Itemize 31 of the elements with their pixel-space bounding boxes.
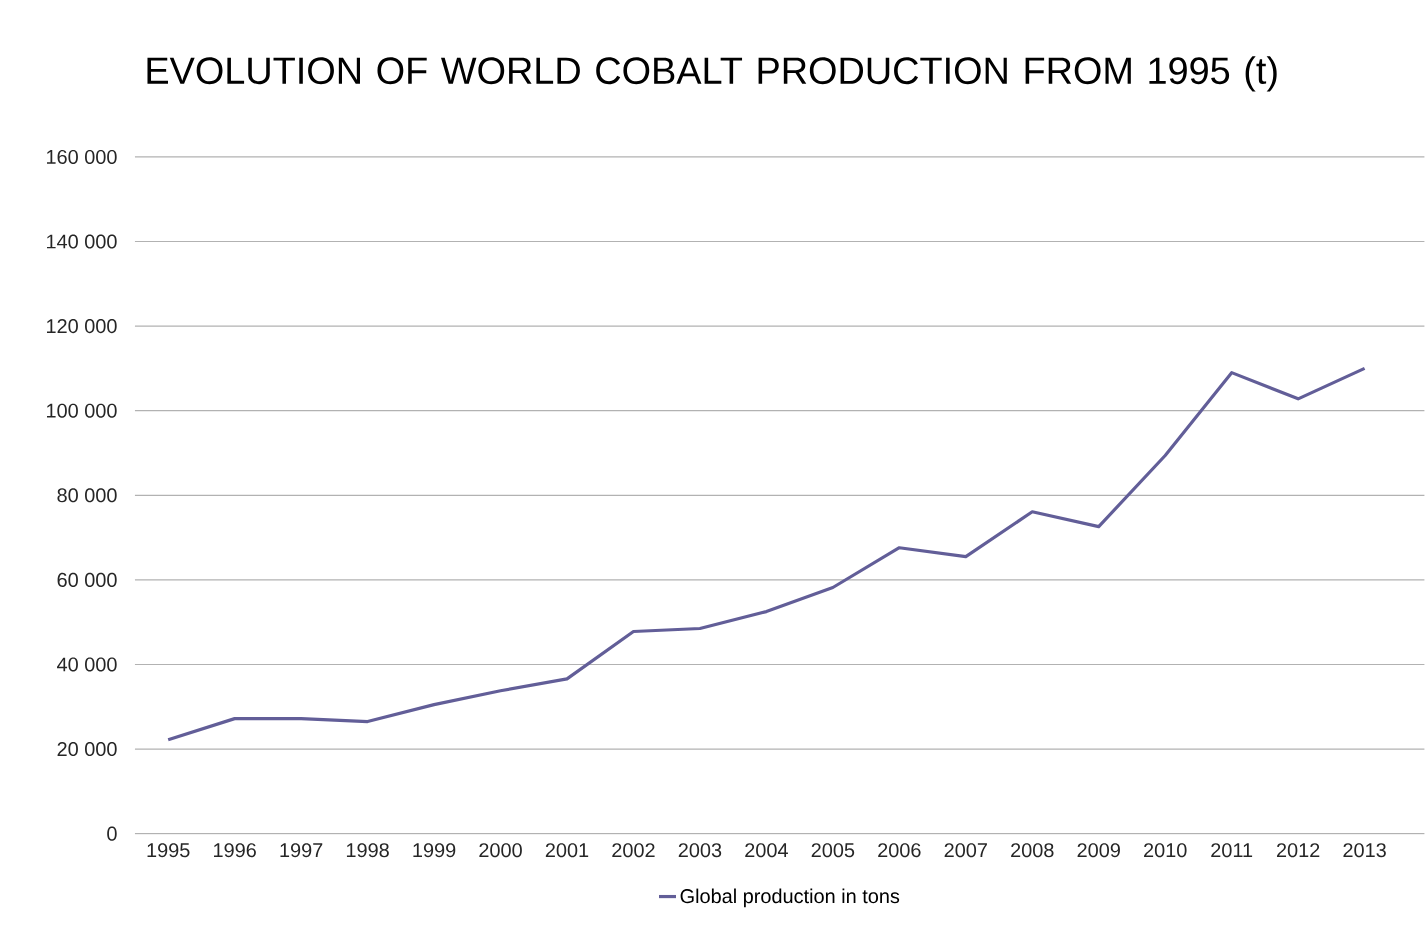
x-tick-label: 2009 (1077, 843, 1120, 858)
y-tick-label: 60 000 (57, 573, 117, 588)
y-tick-label: 20 000 (57, 742, 117, 757)
y-tick-label: 140 000 (47, 234, 117, 249)
y-tick-label: 100 000 (47, 403, 117, 418)
y-tick-label: 120 000 (47, 319, 117, 334)
x-tick-label: 2000 (479, 843, 522, 858)
x-tick-label: 2005 (811, 843, 855, 858)
line-series (166, 366, 1367, 742)
y-tick-label: 80 000 (57, 488, 117, 503)
y-tick-label: 0 (107, 826, 117, 841)
x-tick-label: 2001 (545, 843, 589, 858)
x-tick-label: 1995 (147, 843, 190, 858)
x-tick-label: 2002 (612, 843, 655, 858)
x-tick-label: 2006 (878, 843, 921, 858)
x-tick-label: 1998 (346, 843, 389, 858)
x-tick-label: 2004 (745, 843, 788, 858)
x-tick-label: 2011 (1211, 843, 1253, 858)
y-tick-label: 160 000 (47, 150, 117, 165)
legend-label: Global production in tons (680, 888, 900, 908)
x-tick-label: 2008 (1011, 843, 1054, 858)
chart-title: EVOLUTION OF WORLD COBALT PRODUCTION FROM 1995 (t) (147, 56, 1277, 92)
x-tick-label: 1997 (280, 843, 323, 858)
x-tick-label: 2003 (678, 843, 722, 858)
x-tick-label: 2007 (944, 843, 987, 858)
x-tick-label: 2012 (1276, 843, 1320, 858)
x-tick-label: 2013 (1343, 843, 1386, 858)
y-tick-label: 40 000 (57, 657, 117, 672)
x-tick-label: 2010 (1144, 843, 1187, 858)
x-tick-label: 1999 (413, 843, 456, 858)
x-tick-label: 1996 (214, 843, 256, 858)
